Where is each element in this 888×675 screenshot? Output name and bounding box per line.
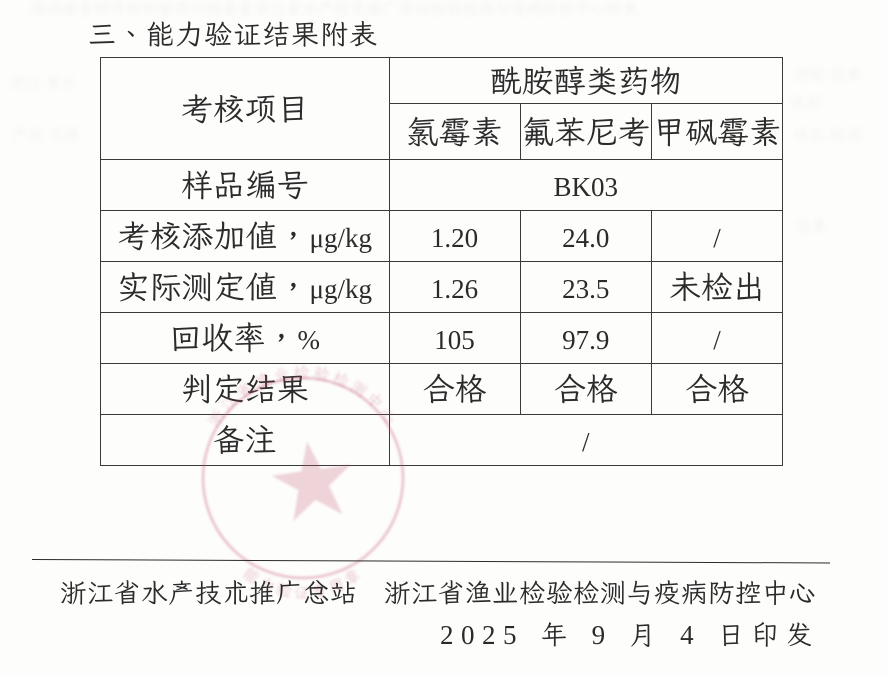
svg-text:结果: 结果 (795, 215, 827, 237)
svg-text:术推: 术推 (48, 123, 80, 145)
svg-text:样品: 样品 (793, 123, 825, 145)
svg-text:结果: 结果 (830, 63, 862, 85)
svg-text:测验: 测验 (793, 63, 825, 85)
svg-text:省水: 省水 (45, 71, 78, 93)
svg-text:产技: 产技 (12, 123, 44, 145)
svg-text:浙江: 浙江 (10, 71, 42, 93)
svg-text:检测: 检测 (830, 123, 862, 145)
svg-text:收到: 收到 (790, 91, 822, 113)
